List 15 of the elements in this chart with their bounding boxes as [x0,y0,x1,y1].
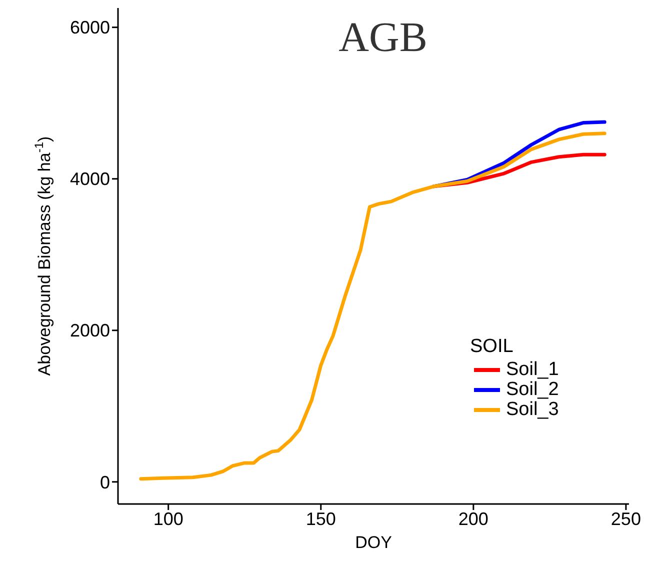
legend-title: SOIL [470,336,514,358]
line-series [139,132,606,481]
y-tick-label: 0 [100,472,110,492]
legend-label: Soil_2 [506,379,559,401]
x-tick-label: 200 [458,508,488,529]
x-tick-label: 100 [153,508,184,529]
y-tick-label: 4000 [70,169,110,190]
y-tick-label: 2000 [70,320,110,341]
x-axis-title: DOY [355,533,392,552]
x-tick-label: 150 [306,508,336,529]
legend-label: Soil_1 [506,359,559,381]
y-tick-label: 6000 [70,18,110,38]
legend-label: Soil_3 [506,399,559,421]
chart-title: AGB [338,14,428,62]
x-tick-label: 250 [610,508,641,529]
